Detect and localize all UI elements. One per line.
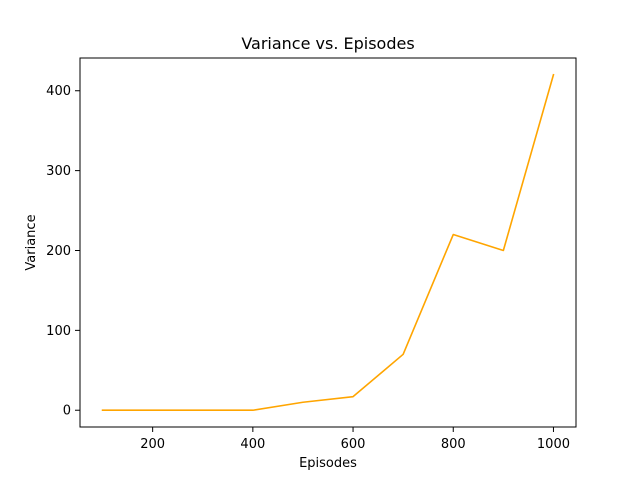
x-tick-label: 400 [240, 437, 265, 452]
chart-title: Variance vs. Episodes [241, 34, 414, 53]
x-tick-label: 200 [140, 437, 165, 452]
y-tick-label: 300 [46, 164, 71, 179]
y-tick-label: 400 [46, 84, 71, 99]
x-tick-label: 1000 [537, 437, 570, 452]
y-tick-label: 100 [46, 324, 71, 339]
plot-area [101, 73, 555, 412]
x-tick-label: 800 [441, 437, 466, 452]
y-tick-label: 0 [63, 404, 71, 419]
y-axis-ticks: 0 100 200 300 400 [46, 84, 80, 419]
y-tick-label: 200 [46, 244, 71, 259]
series-line [101, 73, 555, 412]
y-axis-label: Variance [24, 214, 39, 270]
x-tick-label: 600 [341, 437, 366, 452]
x-axis-label: Episodes [299, 456, 357, 471]
x-axis-ticks: 200 400 600 800 1000 [140, 427, 570, 452]
plot-frame [79, 57, 577, 428]
